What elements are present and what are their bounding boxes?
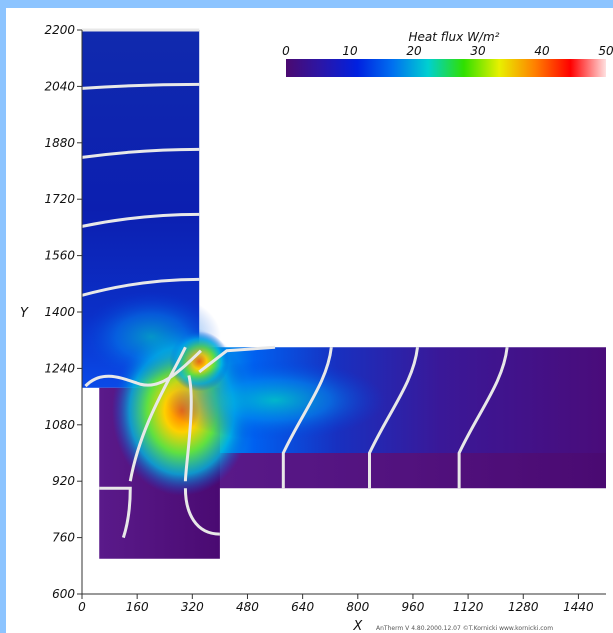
isoline-junction: [99, 486, 132, 539]
x-tick-label: 800: [346, 600, 369, 614]
x-tick-label: 1280: [508, 600, 539, 614]
isoline-wall: [81, 147, 200, 159]
colorbar-tick-label: 30: [470, 44, 486, 58]
region-lower-insulation: [199, 453, 607, 489]
colorbar-gradient: [286, 59, 606, 77]
credit-text: AnTherm V 4.80.2000.12.07 ©T.Kornicki ww…: [376, 625, 553, 632]
axes: 6007609201080124014001560172018802040220…: [20, 23, 606, 633]
x-tick-label: 1440: [563, 600, 594, 614]
x-tick-label: 640: [291, 600, 314, 614]
colorbar-tick-label: 40: [534, 44, 550, 58]
isoline-junction: [128, 346, 187, 482]
isoline-wall: [81, 82, 200, 90]
isoline-junction: [183, 375, 193, 482]
y-tick-label: 1080: [44, 418, 75, 432]
isoline-wall: [81, 277, 200, 297]
isolines: [81, 28, 509, 539]
y-tick-label: 760: [52, 531, 75, 545]
y-axis-label: Y: [20, 306, 29, 321]
isoline-junction: [198, 345, 276, 374]
x-axis-label: X: [352, 619, 363, 633]
y-tick-label: 1240: [44, 361, 75, 375]
x-tick-label: 480: [236, 600, 259, 614]
isoline-junction: [183, 488, 220, 536]
y-tick-label: 2040: [44, 79, 75, 93]
isoline-junction: [84, 349, 202, 388]
colorbar-title: Heat flux W/m²: [409, 30, 500, 44]
x-tick-label: 0: [78, 600, 86, 614]
y-tick-label: 1720: [44, 192, 75, 206]
colorbar: 0 10 20 30 40 50 Heat flux W/m²: [282, 30, 613, 77]
heat-flux-field: [80, 30, 607, 559]
x-tick-label: 960: [401, 600, 424, 614]
colorbar-tick-label: 0: [282, 44, 290, 58]
x-tick-label: 320: [181, 600, 204, 614]
isoline-slab: [457, 347, 509, 489]
isoline-slab: [281, 347, 333, 489]
x-tick-label: 160: [126, 600, 149, 614]
y-tick-label: 1560: [44, 249, 75, 263]
y-tick-label: 2200: [44, 23, 75, 37]
isoline-slab: [368, 347, 419, 489]
isoline-wall: [81, 212, 200, 228]
y-tick-label: 600: [52, 587, 75, 601]
warm-zone-slab: [165, 360, 386, 441]
colorbar-tick-label: 10: [342, 44, 358, 58]
y-tick-label: 1400: [44, 305, 75, 319]
heat-flux-chart: 6007609201080124014001560172018802040220…: [20, 23, 613, 633]
x-tick-label: 1120: [453, 600, 484, 614]
colorbar-tick-label: 20: [406, 44, 422, 58]
y-tick-label: 920: [52, 474, 75, 488]
warm-zone-wall: [80, 291, 221, 382]
plot-frame: 600 760 920 1080 1240 1400 1560 1720 1880 2040 220…: [6, 8, 613, 633]
y-tick-label: 1880: [44, 136, 75, 150]
colorbar-tick-label: 50: [598, 44, 613, 58]
